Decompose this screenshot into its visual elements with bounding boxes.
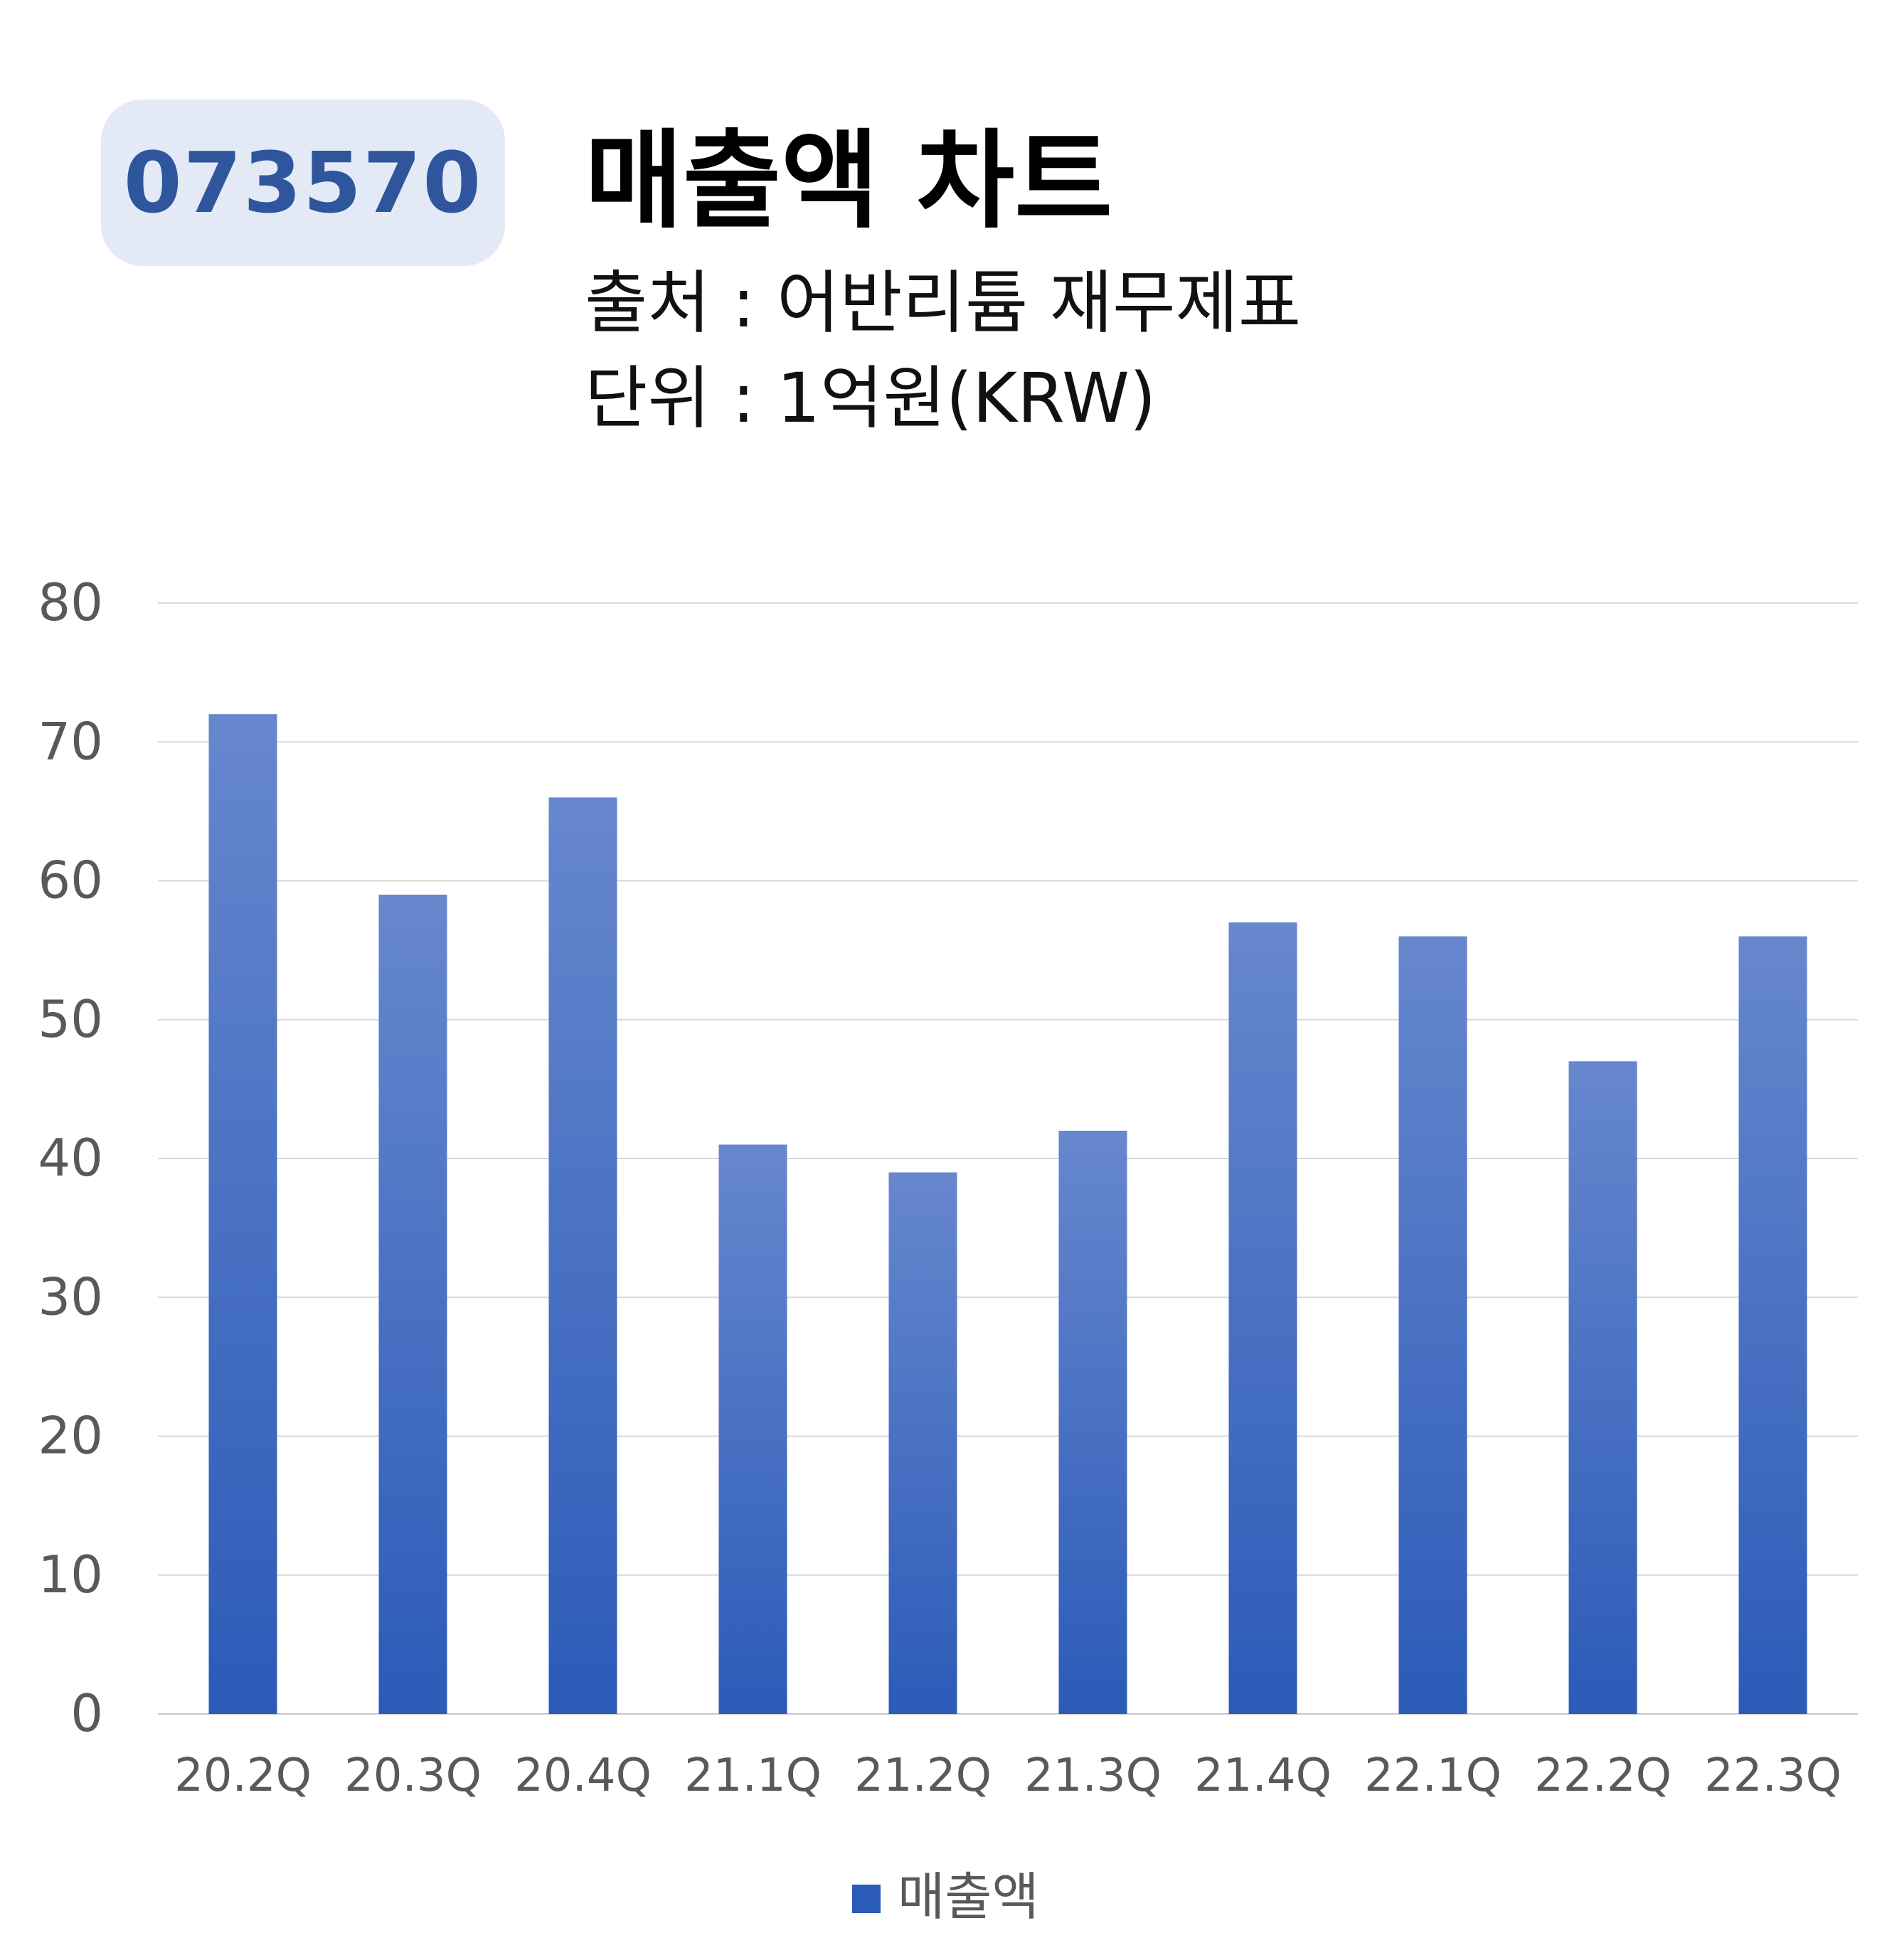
x-tick-label: 21.3Q (1024, 1749, 1162, 1802)
legend-swatch (852, 1885, 881, 1913)
y-axis-ticks: 0 10 20 30 40 50 60 70 80 (38, 572, 103, 1743)
bar (718, 1144, 787, 1714)
x-tick-label: 21.4Q (1194, 1749, 1332, 1802)
bar (1568, 1061, 1637, 1714)
bar (378, 895, 447, 1714)
bar (888, 1172, 957, 1714)
y-tick-label: 50 (38, 989, 103, 1049)
x-tick-label: 22.2Q (1534, 1749, 1672, 1802)
bar (1398, 936, 1467, 1714)
bar (1228, 922, 1297, 1714)
x-tick-label: 20.3Q (344, 1749, 482, 1802)
y-tick-label: 30 (38, 1267, 103, 1326)
x-tick-label: 22.1Q (1364, 1749, 1502, 1802)
y-tick-label: 10 (38, 1545, 103, 1604)
x-tick-label: 20.2Q (174, 1749, 312, 1802)
y-tick-label: 20 (38, 1406, 103, 1466)
y-tick-label: 40 (38, 1128, 103, 1188)
bar (1058, 1130, 1127, 1714)
unit-line: 단위 : 1억원(KRW) (585, 358, 1157, 438)
x-axis-ticks: 20.2Q 20.3Q 20.4Q 21.1Q 21.2Q 21.3Q 21.4Q 22.1Q… (174, 1749, 1842, 1802)
source-line: 출처 : 어반리튬 재무제표 (585, 263, 1302, 343)
bars (208, 714, 1807, 1715)
y-tick-label: 80 (38, 572, 103, 632)
ticker-badge: 073570 (101, 100, 505, 266)
ticker-code: 073570 (123, 134, 483, 232)
x-tick-label: 21.2Q (854, 1749, 992, 1802)
bar (548, 797, 617, 1714)
x-tick-label: 22.3Q (1704, 1749, 1842, 1802)
bar (208, 714, 277, 1715)
legend-label: 매출액 (898, 1867, 1039, 1927)
chart-title: 매출액 차트 (585, 119, 1113, 243)
y-tick-label: 60 (38, 851, 103, 910)
x-tick-label: 21.1Q (684, 1749, 822, 1802)
bar (1738, 936, 1807, 1714)
x-tick-label: 20.4Q (514, 1749, 652, 1802)
legend: 매출액 (852, 1867, 1039, 1927)
y-tick-label: 0 (70, 1683, 103, 1743)
y-tick-label: 70 (38, 711, 103, 771)
